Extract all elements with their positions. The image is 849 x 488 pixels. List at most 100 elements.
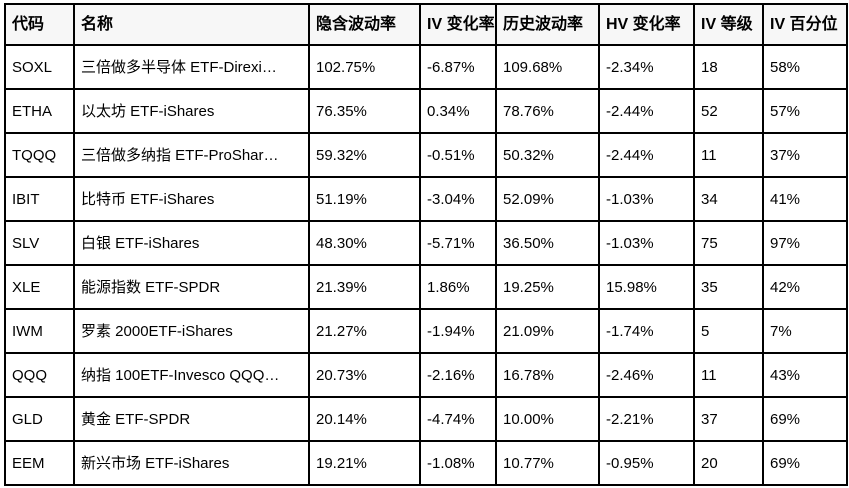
cell-name: 以太坊 ETF-iShares [73, 88, 310, 134]
cell-iv-change: -0.51% [419, 132, 497, 178]
cell-name: 三倍做多纳指 ETF-ProShar… [73, 132, 310, 178]
cell-iv-percentile: 7% [762, 308, 848, 354]
cell-code: IWM [4, 308, 75, 354]
cell-iv: 59.32% [308, 132, 421, 178]
etf-volatility-table: 代码 名称 隐含波动率 IV 变化率 历史波动率 HV 变化率 IV 等级 IV… [4, 3, 848, 486]
cell-hv-change: -2.46% [598, 352, 695, 398]
cell-iv-percentile: 41% [762, 176, 848, 222]
table-row[interactable]: ETHA 以太坊 ETF-iShares 76.35% 0.34% 78.76% -2.4… [4, 88, 848, 134]
cell-name: 纳指 100ETF-Invesco QQQ… [73, 352, 310, 398]
column-header-hv-change[interactable]: HV 变化率 [598, 3, 695, 46]
cell-iv-percentile: 37% [762, 132, 848, 178]
cell-hv: 10.00% [495, 396, 600, 442]
cell-iv-rank: 18 [693, 44, 764, 90]
cell-hv-change: -2.34% [598, 44, 695, 90]
cell-code: XLE [4, 264, 75, 310]
column-header-hv[interactable]: 历史波动率 [495, 3, 600, 46]
cell-hv: 50.32% [495, 132, 600, 178]
cell-iv-rank: 35 [693, 264, 764, 310]
cell-iv: 76.35% [308, 88, 421, 134]
cell-iv-change: 0.34% [419, 88, 497, 134]
cell-hv: 16.78% [495, 352, 600, 398]
column-header-iv-percentile[interactable]: IV 百分位 [762, 3, 848, 46]
cell-iv-change: -6.87% [419, 44, 497, 90]
cell-iv-rank: 11 [693, 132, 764, 178]
cell-hv: 19.25% [495, 264, 600, 310]
cell-iv-rank: 11 [693, 352, 764, 398]
cell-iv-rank: 52 [693, 88, 764, 134]
cell-iv: 48.30% [308, 220, 421, 266]
table-row[interactable]: SOXL 三倍做多半导体 ETF-Direxi… 102.75% -6.87% 109.… [4, 44, 848, 90]
cell-hv-change: -2.44% [598, 88, 695, 134]
cell-hv: 36.50% [495, 220, 600, 266]
cell-iv-change: 1.86% [419, 264, 497, 310]
cell-name: 罗素 2000ETF-iShares [73, 308, 310, 354]
cell-code: SLV [4, 220, 75, 266]
cell-name: 能源指数 ETF-SPDR [73, 264, 310, 310]
cell-name: 黄金 ETF-SPDR [73, 396, 310, 442]
column-header-iv-change[interactable]: IV 变化率 [419, 3, 497, 46]
cell-iv-rank: 20 [693, 440, 764, 486]
cell-iv: 102.75% [308, 44, 421, 90]
column-header-iv-rank[interactable]: IV 等级 [693, 3, 764, 46]
cell-iv-change: -3.04% [419, 176, 497, 222]
cell-code: IBIT [4, 176, 75, 222]
cell-iv: 20.14% [308, 396, 421, 442]
cell-hv: 109.68% [495, 44, 600, 90]
cell-hv-change: -1.74% [598, 308, 695, 354]
cell-name: 新兴市场 ETF-iShares [73, 440, 310, 486]
cell-code: TQQQ [4, 132, 75, 178]
cell-iv-rank: 34 [693, 176, 764, 222]
cell-iv-rank: 75 [693, 220, 764, 266]
cell-code: SOXL [4, 44, 75, 90]
cell-code: ETHA [4, 88, 75, 134]
cell-iv-percentile: 69% [762, 396, 848, 442]
table-row[interactable]: GLD 黄金 ETF-SPDR 20.14% -4.74% 10.00% -2.21% 37… [4, 396, 848, 442]
column-header-code[interactable]: 代码 [4, 3, 75, 46]
cell-hv: 52.09% [495, 176, 600, 222]
cell-iv: 21.27% [308, 308, 421, 354]
table-row[interactable]: EEM 新兴市场 ETF-iShares 19.21% -1.08% 10.77% -0.… [4, 440, 848, 486]
cell-iv-rank: 37 [693, 396, 764, 442]
cell-code: GLD [4, 396, 75, 442]
cell-iv-percentile: 58% [762, 44, 848, 90]
cell-hv-change: -2.21% [598, 396, 695, 442]
cell-iv: 51.19% [308, 176, 421, 222]
cell-iv-change: -4.74% [419, 396, 497, 442]
cell-iv-change: -2.16% [419, 352, 497, 398]
table-row[interactable]: XLE 能源指数 ETF-SPDR 21.39% 1.86% 19.25% 15.98% 3… [4, 264, 848, 310]
cell-iv-percentile: 43% [762, 352, 848, 398]
table-row[interactable]: SLV 白银 ETF-iShares 48.30% -5.71% 36.50% -1.03… [4, 220, 848, 266]
table-row[interactable]: IBIT 比特币 ETF-iShares 51.19% -3.04% 52.09% -1.… [4, 176, 848, 222]
cell-iv-percentile: 42% [762, 264, 848, 310]
cell-iv: 19.21% [308, 440, 421, 486]
cell-hv-change: 15.98% [598, 264, 695, 310]
header-row: 代码 名称 隐含波动率 IV 变化率 历史波动率 HV 变化率 IV 等级 IV… [4, 3, 848, 46]
cell-hv-change: -2.44% [598, 132, 695, 178]
cell-hv: 21.09% [495, 308, 600, 354]
cell-hv-change: -0.95% [598, 440, 695, 486]
cell-iv: 20.73% [308, 352, 421, 398]
table-header: 代码 名称 隐含波动率 IV 变化率 历史波动率 HV 变化率 IV 等级 IV… [4, 3, 848, 46]
cell-code: QQQ [4, 352, 75, 398]
cell-name: 白银 ETF-iShares [73, 220, 310, 266]
etf-volatility-table-container: 代码 名称 隐含波动率 IV 变化率 历史波动率 HV 变化率 IV 等级 IV… [4, 3, 848, 486]
column-header-iv[interactable]: 隐含波动率 [308, 3, 421, 46]
cell-iv-percentile: 97% [762, 220, 848, 266]
cell-hv-change: -1.03% [598, 176, 695, 222]
table-row[interactable]: QQQ 纳指 100ETF-Invesco QQQ… 20.73% -2.16% 16.… [4, 352, 848, 398]
cell-iv-percentile: 57% [762, 88, 848, 134]
column-header-name[interactable]: 名称 [73, 3, 310, 46]
cell-iv-change: -1.94% [419, 308, 497, 354]
cell-hv: 10.77% [495, 440, 600, 486]
cell-hv: 78.76% [495, 88, 600, 134]
cell-code: EEM [4, 440, 75, 486]
cell-hv-change: -1.03% [598, 220, 695, 266]
table-row[interactable]: TQQQ 三倍做多纳指 ETF-ProShar… 59.32% -0.51% 50.32… [4, 132, 848, 178]
cell-iv-rank: 5 [693, 308, 764, 354]
cell-name: 三倍做多半导体 ETF-Direxi… [73, 44, 310, 90]
cell-iv-change: -1.08% [419, 440, 497, 486]
table-body: SOXL 三倍做多半导体 ETF-Direxi… 102.75% -6.87% 109.… [4, 44, 848, 486]
cell-iv: 21.39% [308, 264, 421, 310]
table-row[interactable]: IWM 罗素 2000ETF-iShares 21.27% -1.94% 21.09% -… [4, 308, 848, 354]
